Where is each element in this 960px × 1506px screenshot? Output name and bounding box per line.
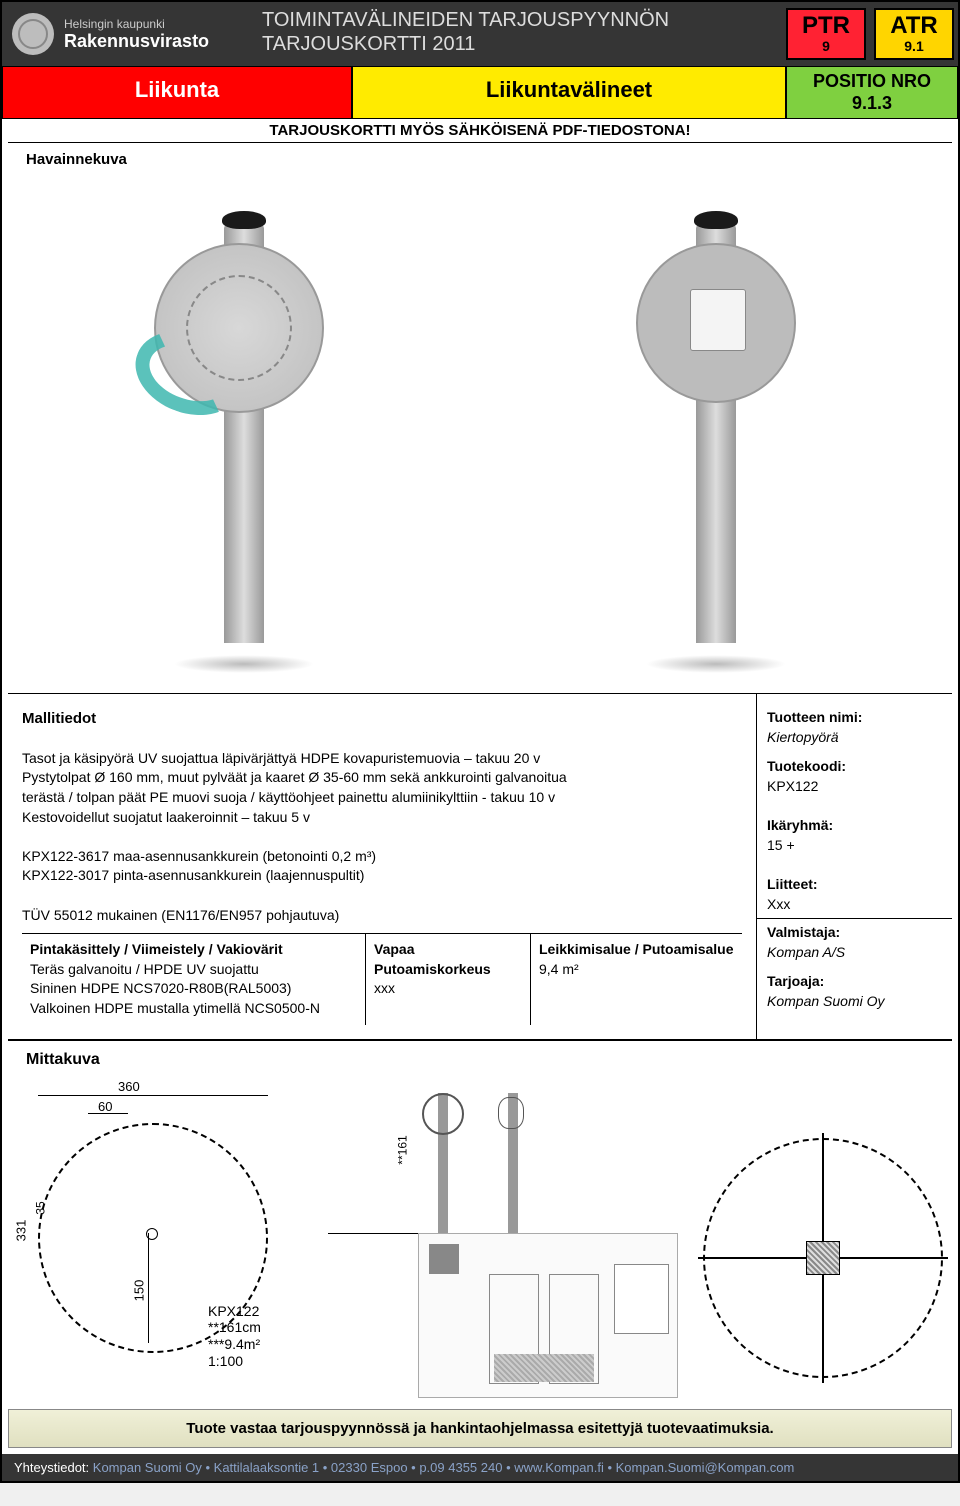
off-label: Tarjoaja: xyxy=(767,973,824,989)
fallheight-val: xxx xyxy=(374,979,522,999)
illustration-header: Havainnekuva xyxy=(8,143,952,168)
position-box: POSITIO NRO 9.1.3 xyxy=(786,66,958,119)
age-label: Ikäryhmä: xyxy=(767,817,833,833)
info-block: Mallitiedot Tasot ja käsipyörä UV suojat… xyxy=(8,694,952,1040)
kpx-l4: 1:100 xyxy=(208,1353,261,1370)
model-line: Pystytolpat Ø 160 mm, muut pylväät ja ka… xyxy=(22,769,567,785)
kpx-l3: ***9.4m² xyxy=(208,1336,261,1353)
illustration-area xyxy=(8,174,952,694)
finish-line: Sininen HDPE NCS7020-R80B(RAL5003) xyxy=(30,979,357,999)
model-line: terästä / tolpan päät PE muovi suoja / k… xyxy=(22,789,555,805)
scale-header: Mittakuva xyxy=(8,1041,952,1073)
position-label: POSITIO NRO xyxy=(787,71,957,93)
kpx-l1: KPX122 xyxy=(208,1303,261,1320)
playarea-val: 9,4 m² xyxy=(539,960,734,980)
header: Helsingin kaupunki Rakennusvirasto TOIMI… xyxy=(2,2,958,66)
atr-label: ATR xyxy=(876,10,952,38)
dim-35: 35 xyxy=(34,1201,48,1214)
model-line: KPX122-3617 maa-asennusankkurein (betono… xyxy=(22,848,376,864)
equipment-front-icon xyxy=(144,203,344,663)
finish-col: Pintakäsittely / Viimeistely / Vakioväri… xyxy=(22,934,366,1024)
att-label: Liitteet: xyxy=(767,876,818,892)
category-1: Liikunta xyxy=(2,66,352,119)
model-info: Mallitiedot Tasot ja käsipyörä UV suojat… xyxy=(8,694,757,1038)
org-block: Helsingin kaupunki Rakennusvirasto xyxy=(2,2,252,66)
elevation-drawing-icon: **161 xyxy=(328,1073,558,1243)
position-value: 9.1.3 xyxy=(787,93,957,115)
mfr-label: Valmistaja: xyxy=(767,924,840,940)
playarea-col: Leikkimisalue / Putoamisalue 9,4 m² xyxy=(531,934,742,1024)
doc-title: TOIMINTAVÄLINEIDEN TARJOUSPYYNNÖN TARJOU… xyxy=(252,2,782,66)
off-value: Kompan Suomi Oy xyxy=(767,992,942,1012)
dim-161: **161 xyxy=(396,1135,410,1164)
title-line2: TARJOUSKORTTI 2011 xyxy=(262,32,772,56)
dim-60: 60 xyxy=(98,1099,112,1114)
footer-tag: Yhteystiedot: xyxy=(14,1460,89,1475)
category-2: Liikuntavälineet xyxy=(352,66,786,119)
name-label: Tuotteen nimi: xyxy=(767,709,862,725)
info-plate-icon xyxy=(690,289,746,351)
equipment-back-icon xyxy=(616,203,816,663)
safety-zone-drawing-icon xyxy=(698,1133,948,1383)
ptr-value: 9 xyxy=(788,38,864,58)
finish-head: Pintakäsittely / Viimeistely / Vakioväri… xyxy=(30,940,357,960)
model-title: Mallitiedot xyxy=(22,710,96,727)
code-label: Tuotekoodi: xyxy=(767,758,846,774)
page: Helsingin kaupunki Rakennusvirasto TOIMI… xyxy=(0,0,960,1483)
age-value: 15 + xyxy=(767,837,795,853)
pdf-notice: TARJOUSKORTTI MYÖS SÄHKÖISENÄ PDF-TIEDOS… xyxy=(8,119,952,143)
compliance-banner: Tuote vastaa tarjouspyynnössä ja hankint… xyxy=(8,1409,952,1448)
att-value: Xxx xyxy=(767,896,790,912)
model-line: Kestovoidellut suojatut laakeroinnit – t… xyxy=(22,809,310,825)
mfr-value: Kompan A/S xyxy=(767,943,942,963)
fallheight-col: Vapaa Putoamiskorkeus xxx xyxy=(366,934,531,1024)
model-line: Tasot ja käsipyörä UV suojattua läpivärj… xyxy=(22,750,540,766)
finish-line: Valkoinen HDPE mustalla ytimellä NCS0500… xyxy=(30,999,357,1019)
fallheight-head: Vapaa Putoamiskorkeus xyxy=(374,940,522,979)
footer-text: Kompan Suomi Oy • Kattilalaaksontie 1 • … xyxy=(89,1460,794,1475)
ptr-label: PTR xyxy=(788,10,864,38)
org-line2: Rakennusvirasto xyxy=(64,31,209,52)
product-side: Tuotteen nimi: Kiertopyörä Tuotekoodi: K… xyxy=(757,694,952,1038)
code-value: KPX122 xyxy=(767,778,818,794)
atr-value: 9.1 xyxy=(876,38,952,58)
playarea-head: Leikkimisalue / Putoamisalue xyxy=(539,940,734,960)
model-line: KPX122-3017 pinta-asennusankkurein (laaj… xyxy=(22,867,364,883)
foundation-drawing-icon xyxy=(418,1233,678,1398)
dim-360: 360 xyxy=(118,1079,140,1094)
kpx-l2: **161cm xyxy=(208,1319,261,1336)
title-line1: TOIMINTAVÄLINEIDEN TARJOUSPYYNNÖN xyxy=(262,8,772,32)
category-row: Liikunta Liikuntavälineet POSITIO NRO 9.… xyxy=(2,66,958,119)
name-value: Kiertopyörä xyxy=(767,728,942,748)
org-line1: Helsingin kaupunki xyxy=(64,17,209,31)
finish-line: Teräs galvanoitu / HPDE UV suojattu xyxy=(30,960,357,980)
atr-box: ATR 9.1 xyxy=(874,8,954,60)
dim-150: 150 xyxy=(131,1279,146,1301)
plan-drawing-icon: 360 60 331 35 150 KPX122 **161cm ***9.4m… xyxy=(28,1083,308,1363)
kpx-label: KPX122 **161cm ***9.4m² 1:100 xyxy=(208,1303,261,1370)
illustration-title: Havainnekuva xyxy=(26,151,934,168)
scale-title: Mittakuva xyxy=(26,1051,100,1068)
footer: Yhteystiedot: Kompan Suomi Oy • Kattilal… xyxy=(2,1454,958,1481)
drawings-area: 360 60 331 35 150 KPX122 **161cm ***9.4m… xyxy=(8,1073,952,1403)
ptr-box: PTR 9 xyxy=(786,8,866,60)
dim-331: 331 xyxy=(13,1219,28,1241)
model-line: TÜV 55012 mukainen (EN1176/EN957 pohjaut… xyxy=(22,907,339,923)
city-seal-icon xyxy=(12,13,54,55)
sub-table: Pintakäsittely / Viimeistely / Vakioväri… xyxy=(22,933,742,1024)
